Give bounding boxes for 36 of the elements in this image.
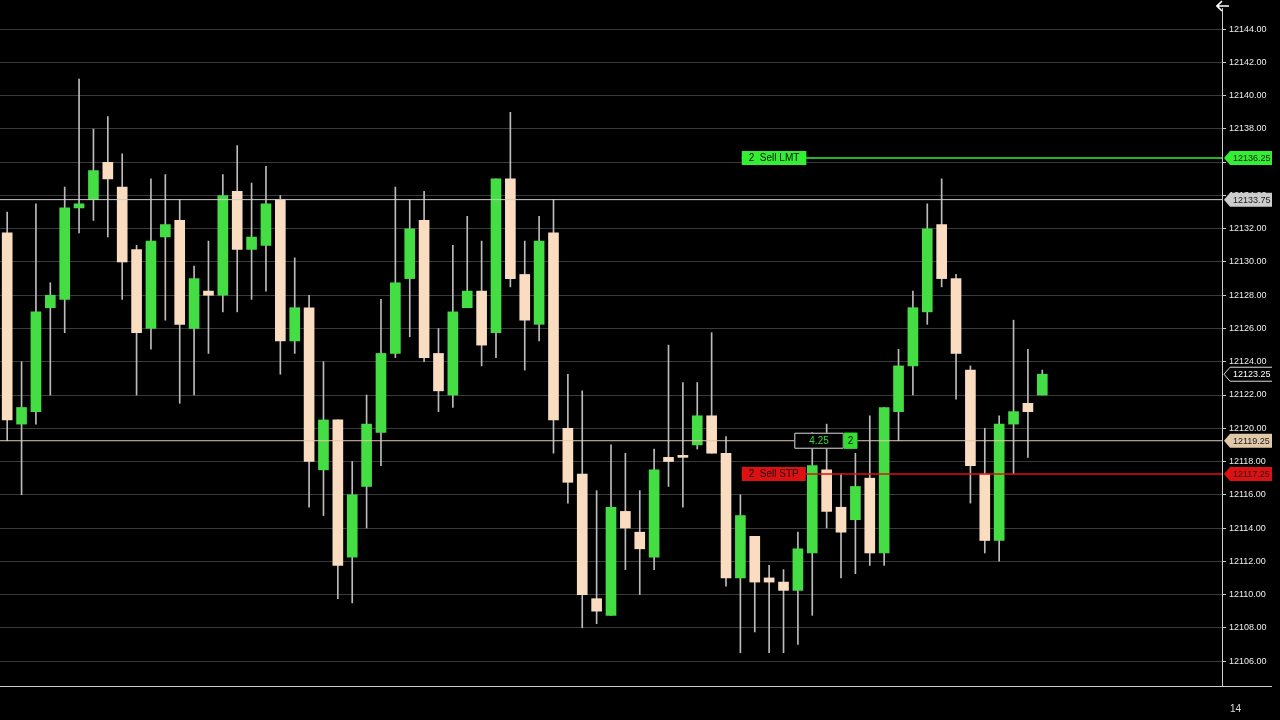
text: 12117.25 bbox=[1233, 468, 1270, 479]
y-tick-label: 12140.00 bbox=[1229, 90, 1267, 101]
candlestick bbox=[44, 282, 56, 396]
text: 14 bbox=[1230, 702, 1242, 714]
text: 12119.25 bbox=[1233, 435, 1270, 446]
y-tick-label: 12114.00 bbox=[1229, 522, 1266, 533]
y-tick-label: 12112.00 bbox=[1229, 555, 1266, 566]
y-tick-label: 12142.00 bbox=[1229, 56, 1267, 67]
ref-line-label: 2 Sell STP bbox=[748, 468, 800, 480]
y-tick-label: 12126.00 bbox=[1229, 322, 1267, 333]
y-tick-label: 12116.00 bbox=[1229, 489, 1266, 500]
y-tick-label: 12124.00 bbox=[1229, 356, 1267, 367]
text: 12123.25 bbox=[1233, 369, 1271, 380]
y-tick-label: 12110.00 bbox=[1229, 589, 1266, 600]
y-tick-label: 12108.00 bbox=[1229, 622, 1267, 633]
text: 12133.75 bbox=[1233, 194, 1271, 205]
candlestick bbox=[461, 215, 473, 309]
text: 12136.25 bbox=[1233, 153, 1271, 164]
y-tick-label: 12122.00 bbox=[1229, 389, 1267, 400]
y-tick-label: 12128.00 bbox=[1229, 289, 1267, 300]
y-tick-label: 12132.00 bbox=[1229, 223, 1267, 234]
candlestick bbox=[160, 174, 171, 321]
y-tick-label: 12130.00 bbox=[1229, 256, 1267, 267]
candlestick bbox=[634, 490, 646, 595]
y-tick-label: 12138.00 bbox=[1229, 123, 1267, 134]
candlestick bbox=[73, 78, 85, 234]
y-tick-label: 12106.00 bbox=[1229, 655, 1267, 666]
candlestick bbox=[102, 116, 114, 238]
annotation: 4.25 bbox=[809, 434, 830, 446]
annotation: 2 bbox=[847, 434, 854, 446]
y-tick-label: 12120.00 bbox=[1229, 422, 1267, 433]
ref-line-label: 2 Sell LMT bbox=[748, 152, 800, 164]
candlestick bbox=[677, 382, 689, 508]
y-tick-label: 12118.00 bbox=[1229, 456, 1266, 466]
y-tick-label: 12144.00 bbox=[1229, 23, 1267, 34]
candlestick bbox=[1022, 348, 1034, 458]
